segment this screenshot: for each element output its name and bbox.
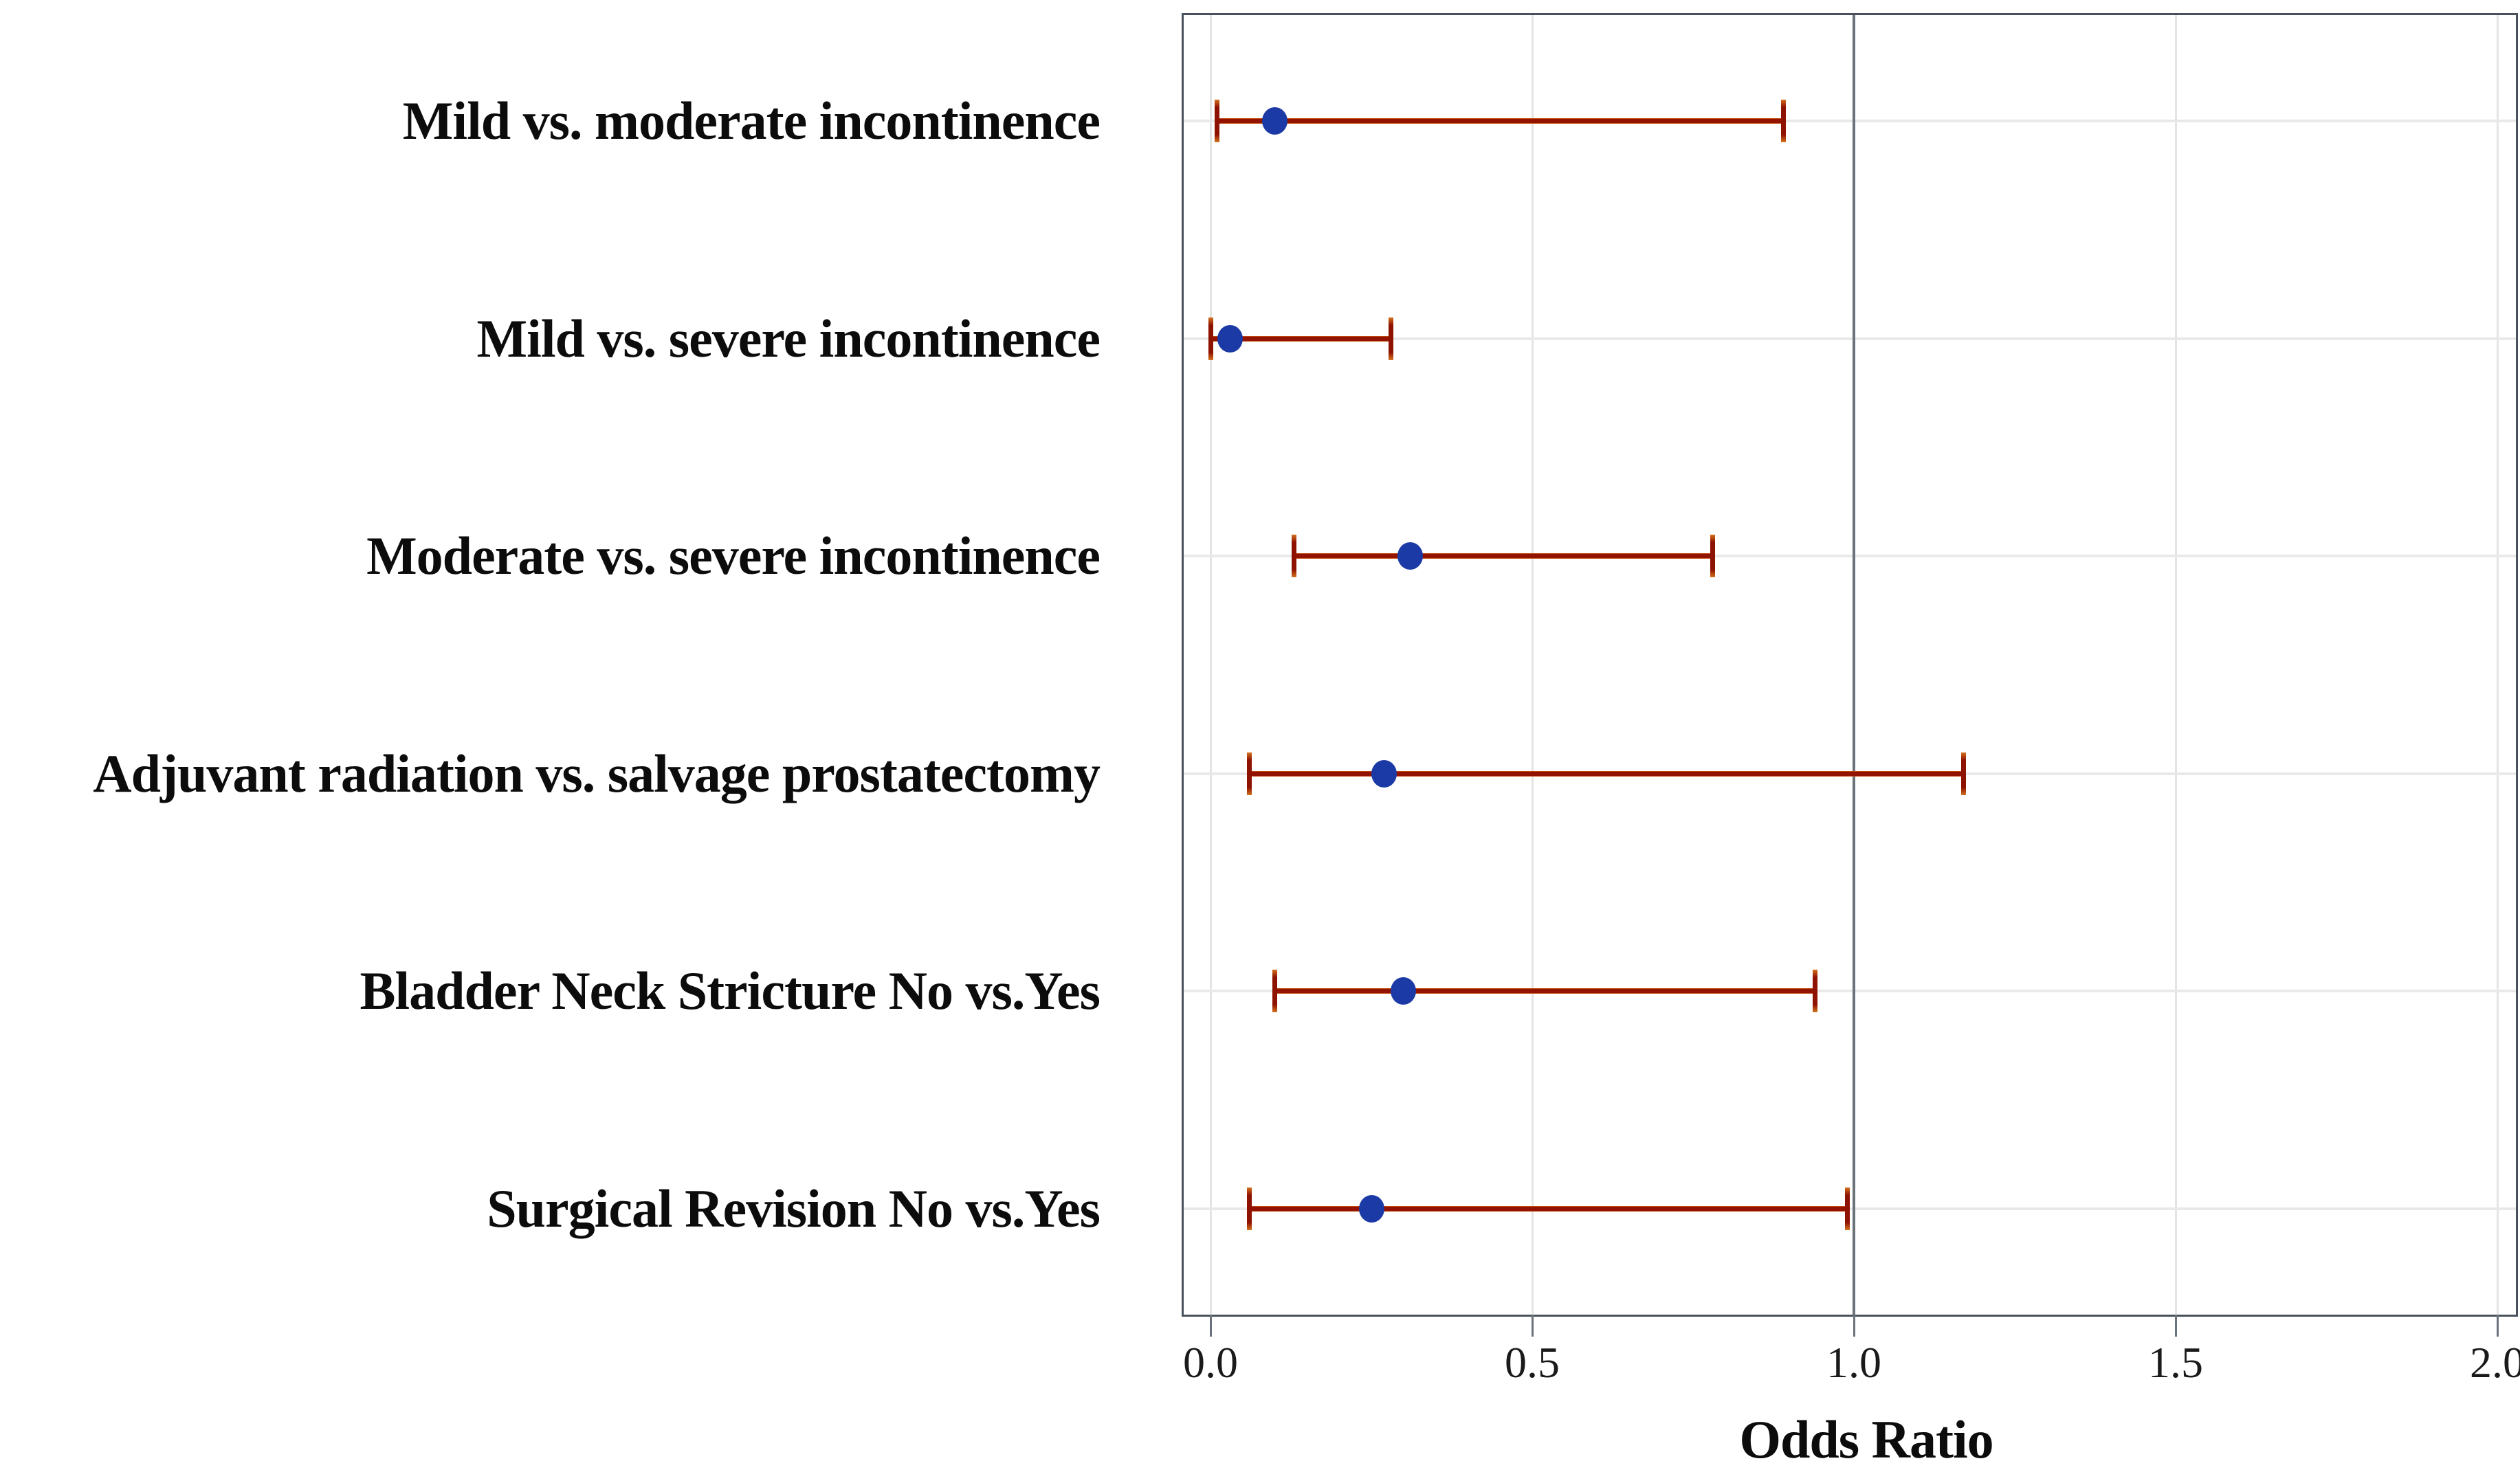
ci-upper-cap [1780, 100, 1786, 142]
confidence-interval-bar [1274, 988, 1815, 994]
point-estimate-dot [1358, 1195, 1384, 1223]
horizontal-gridline [1184, 555, 2516, 557]
point-estimate-dot [1262, 107, 1288, 135]
row-label: Moderate vs. severe incontinence [366, 526, 1101, 586]
horizontal-gridline [1184, 337, 2516, 340]
x-axis-tick [1209, 1315, 1212, 1337]
ci-upper-cap [1845, 1187, 1850, 1230]
x-axis-tick-label: 1.0 [1826, 1338, 1881, 1387]
x-axis-tick [2496, 1315, 2499, 1337]
row-label: Mild vs. severe incontinence [476, 309, 1101, 368]
ci-lower-cap [1214, 100, 1219, 142]
ci-upper-cap [1960, 752, 1966, 795]
vertical-gridline [1531, 15, 1534, 1315]
ci-lower-cap [1208, 317, 1213, 360]
confidence-interval-bar [1294, 553, 1713, 559]
vertical-gridline [1209, 15, 1212, 1315]
x-axis-title: Odds Ratio [1739, 1409, 1993, 1469]
point-estimate-dot [1217, 325, 1243, 353]
confidence-interval-bar [1211, 336, 1391, 342]
point-estimate-dot [1391, 977, 1417, 1005]
confidence-interval-bar [1249, 771, 1964, 777]
ci-lower-cap [1246, 752, 1252, 795]
x-axis-tick-label: 0.5 [1505, 1338, 1560, 1387]
vertical-gridline [2496, 15, 2499, 1315]
plot-area [1182, 13, 2518, 1317]
row-label: Bladder Neck Stricture No vs.Yes [360, 961, 1101, 1021]
ci-upper-cap [1710, 535, 1715, 577]
confidence-interval-bar [1217, 118, 1784, 124]
ci-lower-cap [1272, 970, 1278, 1012]
horizontal-gridline [1184, 120, 2516, 122]
confidence-interval-bar [1249, 1206, 1848, 1212]
x-axis-tick [1531, 1315, 1534, 1337]
x-axis-tick [2174, 1315, 2177, 1337]
vertical-gridline [2174, 15, 2177, 1315]
ci-upper-cap [1388, 317, 1393, 360]
x-axis-tick-label: 1.5 [2148, 1338, 2203, 1387]
x-axis-tick-label: 2.0 [2470, 1338, 2520, 1387]
horizontal-gridline [1184, 990, 2516, 992]
point-estimate-dot [1397, 542, 1423, 570]
reference-line-1 [1853, 15, 1855, 1315]
x-axis-tick-label: 0.0 [1183, 1338, 1238, 1387]
ci-upper-cap [1813, 970, 1818, 1012]
x-axis-tick [1853, 1315, 1855, 1337]
row-label: Adjuvant radiation vs. salvage prostatec… [93, 744, 1101, 803]
ci-lower-cap [1246, 1187, 1252, 1230]
row-label: Surgical Revision No vs.Yes [487, 1179, 1101, 1238]
ci-lower-cap [1292, 535, 1297, 577]
point-estimate-dot [1371, 760, 1397, 788]
row-label: Mild vs. moderate incontinence [402, 91, 1101, 150]
